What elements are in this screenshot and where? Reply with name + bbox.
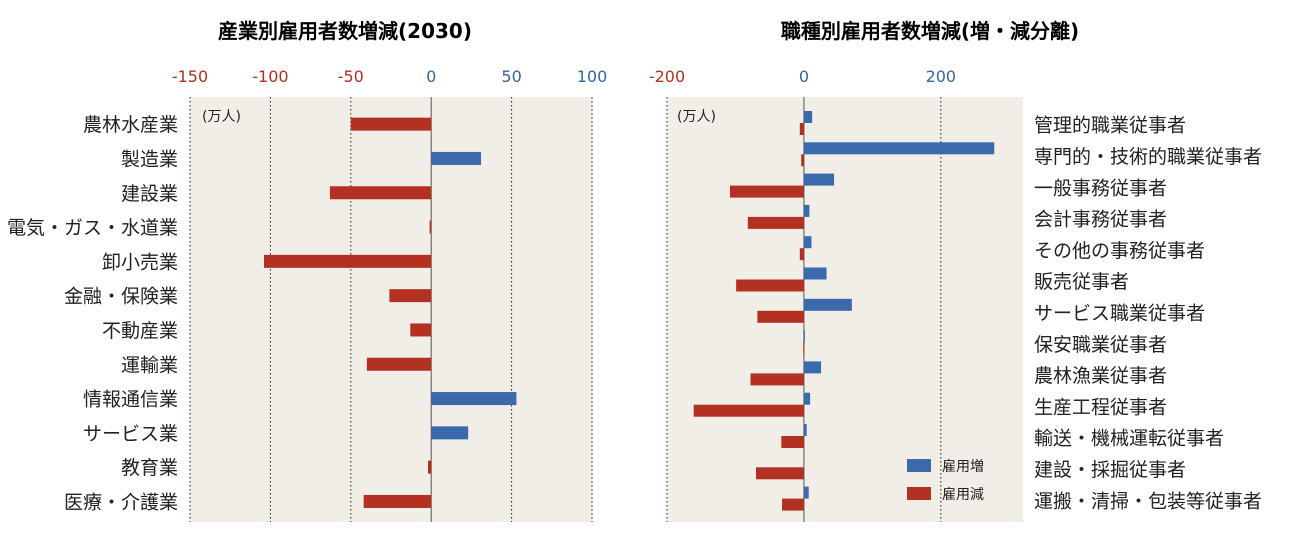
chart-title-industry: 産業別雇用者数増減(2030) bbox=[218, 19, 472, 43]
unit-label: (万人) bbox=[677, 109, 716, 125]
bar-increase bbox=[803, 298, 852, 311]
x-tick-label: 50 bbox=[501, 67, 521, 86]
bar-increase bbox=[803, 330, 805, 343]
category-label: 金融・保険業 bbox=[64, 286, 178, 308]
category-label: その他の事務従事者 bbox=[1034, 240, 1205, 262]
bar-decrease bbox=[757, 310, 804, 323]
category-label: 製造業 bbox=[121, 148, 178, 170]
legend-swatch bbox=[907, 459, 931, 472]
bar-decrease bbox=[803, 342, 805, 355]
x-tick-label: -150 bbox=[172, 67, 208, 86]
category-label: 情報通信業 bbox=[83, 389, 178, 411]
category-label: 専門的・技術的職業従事者 bbox=[1034, 146, 1262, 168]
x-tick-label: 0 bbox=[799, 67, 809, 86]
bar bbox=[366, 357, 432, 371]
bar bbox=[431, 426, 469, 440]
category-label: 管理的職業従事者 bbox=[1034, 115, 1186, 137]
bar-decrease bbox=[781, 436, 804, 448]
category-label: 教育業 bbox=[121, 457, 178, 479]
category-label: 建設・採掘従事者 bbox=[1034, 459, 1186, 481]
bar-increase bbox=[803, 392, 811, 405]
bar-decrease bbox=[736, 279, 804, 292]
bar-decrease bbox=[729, 185, 804, 198]
category-label: 生産工程従事者 bbox=[1034, 396, 1167, 418]
bar bbox=[431, 392, 517, 406]
bar-increase bbox=[803, 173, 835, 186]
x-tick-label: 200 bbox=[926, 67, 957, 86]
bar bbox=[431, 151, 482, 165]
category-label: 農林水産業 bbox=[83, 114, 178, 136]
bar-increase bbox=[803, 267, 827, 280]
bar bbox=[427, 460, 432, 474]
x-tick-label: 0 bbox=[426, 67, 436, 86]
bar bbox=[429, 220, 432, 234]
bar-decrease bbox=[799, 123, 804, 135]
legend-label: 雇用減 bbox=[942, 486, 984, 503]
category-label: 不動産業 bbox=[102, 320, 178, 342]
bar-increase bbox=[803, 424, 807, 436]
bar bbox=[389, 289, 432, 303]
bar-decrease bbox=[801, 154, 804, 167]
bar-increase bbox=[803, 142, 995, 155]
category-label: 建設業 bbox=[121, 183, 178, 205]
bar-increase bbox=[803, 111, 813, 123]
category-label: サービス業 bbox=[83, 423, 178, 445]
bar-decrease bbox=[782, 498, 804, 511]
category-label: 販売従事者 bbox=[1034, 271, 1129, 293]
category-label: 一般事務従事者 bbox=[1034, 177, 1167, 199]
category-label: サービス職業従事者 bbox=[1034, 302, 1205, 324]
bar-decrease bbox=[750, 373, 804, 386]
x-tick-label: -100 bbox=[252, 67, 288, 86]
category-label: 輸送・機械運転従事者 bbox=[1034, 428, 1224, 450]
x-tick-label: 100 bbox=[577, 67, 608, 86]
bar-decrease bbox=[756, 467, 804, 480]
bar-decrease bbox=[799, 248, 804, 261]
bar-increase bbox=[803, 236, 812, 249]
bar-increase bbox=[803, 486, 809, 499]
bar bbox=[263, 254, 432, 268]
legend-swatch bbox=[907, 487, 931, 500]
category-label: 農林漁業従事者 bbox=[1034, 365, 1167, 387]
chart-title-occupation: 職種別雇用者数増減(増・減分離) bbox=[781, 19, 1079, 43]
bar bbox=[350, 117, 432, 131]
category-label: 卸小売業 bbox=[102, 251, 178, 273]
bar bbox=[410, 323, 432, 337]
category-label: 医療・介護業 bbox=[64, 491, 178, 513]
industry-chart: -150 -100 -50 0 50 100 (万人) 農林水産業製造業建設業電気・ガス・水道… bbox=[7, 67, 607, 522]
bar bbox=[363, 494, 432, 508]
bar-increase bbox=[803, 204, 810, 217]
plot-area bbox=[190, 97, 592, 522]
legend-label: 雇用増 bbox=[942, 458, 984, 475]
category-label: 運搬・清掃・包装等従事者 bbox=[1034, 490, 1262, 512]
category-label: 電気・ガス・水道業 bbox=[7, 217, 178, 239]
bar-increase bbox=[803, 361, 822, 374]
bar-decrease bbox=[693, 404, 804, 417]
x-tick-label: -50 bbox=[338, 67, 364, 86]
unit-label: (万人) bbox=[202, 109, 241, 125]
occupation-chart: -200 0 200 (万人) 管理的職業従事者専門的・技術的職業従事者一般事務従事者会… bbox=[649, 67, 1262, 522]
bar bbox=[329, 186, 432, 200]
category-label: 会計事務従事者 bbox=[1034, 209, 1167, 231]
category-label: 運輸業 bbox=[121, 354, 178, 376]
x-tick-label: -200 bbox=[649, 67, 685, 86]
bar-decrease bbox=[747, 216, 804, 229]
category-label: 保安職業従事者 bbox=[1034, 334, 1167, 356]
